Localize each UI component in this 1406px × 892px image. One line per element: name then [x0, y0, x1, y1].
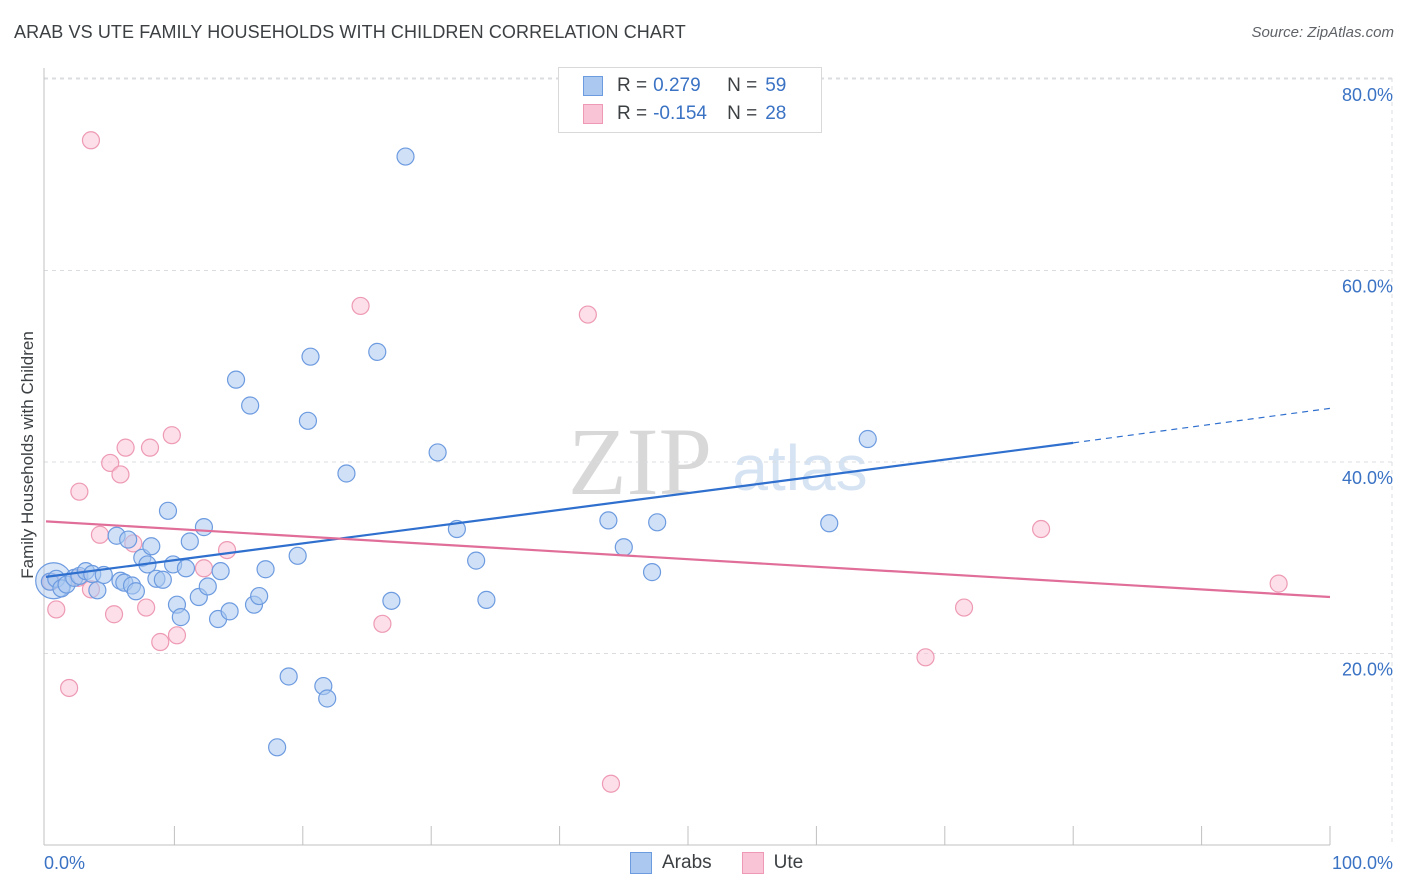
ute-point — [1033, 521, 1050, 538]
legend-item-arabs[interactable]: Arabs — [630, 852, 712, 874]
arab-point — [257, 561, 274, 578]
arab-point — [159, 502, 176, 519]
ute-point — [61, 679, 78, 696]
arabs-trend-line — [46, 443, 1073, 577]
legend-n-value-arabs: 59 — [765, 75, 786, 97]
arab-point — [397, 148, 414, 165]
ute-trend-line — [46, 521, 1330, 597]
ute-point — [138, 599, 155, 616]
ute-point — [152, 634, 169, 651]
ute-point — [219, 542, 236, 559]
arab-point — [280, 668, 297, 685]
ute-point — [82, 132, 99, 149]
legend-label-arabs: Arabs — [662, 852, 712, 874]
arab-point — [644, 564, 661, 581]
arab-point — [821, 515, 838, 532]
legend-r-label: R = — [617, 75, 647, 97]
legend-r-value-arabs: 0.279 — [653, 75, 727, 97]
arab-point — [181, 533, 198, 550]
arab-point — [859, 431, 876, 448]
arab-point — [195, 519, 212, 536]
arab-point — [221, 603, 238, 620]
legend-row-ute: R = -0.154 N = 28 — [583, 100, 786, 128]
legend-n-value-ute: 28 — [765, 103, 786, 125]
arab-point — [289, 547, 306, 564]
arab-point — [172, 609, 189, 626]
watermark-atlas: atlas — [732, 432, 867, 504]
y-axis-label: Family Households with Children — [18, 331, 38, 579]
x-tick-label-min: 0.0% — [44, 853, 85, 873]
legend-n-label: N = — [727, 75, 757, 97]
grid-lines — [44, 78, 1392, 845]
legend-row-arabs: R = 0.279 N = 59 — [583, 72, 786, 100]
legend-swatch-ute — [742, 852, 764, 874]
arab-point — [478, 591, 495, 608]
legend-r-value-ute: -0.154 — [653, 103, 727, 125]
legend-swatch-arabs — [630, 852, 652, 874]
arab-point — [251, 588, 268, 605]
arab-point — [302, 348, 319, 365]
arab-point — [615, 539, 632, 556]
arab-point — [600, 512, 617, 529]
ute-point — [168, 627, 185, 644]
arab-point — [199, 578, 216, 595]
arab-point — [89, 582, 106, 599]
ute-point — [352, 297, 369, 314]
ute-point — [163, 427, 180, 444]
correlation-legend: R = 0.279 N = 59 R = -0.154 N = 28 — [558, 67, 822, 133]
arab-point — [383, 592, 400, 609]
ute-point — [374, 615, 391, 632]
ute-point — [602, 775, 619, 792]
legend-item-ute[interactable]: Ute — [742, 852, 804, 874]
ute-point — [1270, 575, 1287, 592]
legend-r-label: R = — [617, 103, 647, 125]
arab-point — [212, 563, 229, 580]
y-tick-label: 80.0% — [1342, 85, 1393, 105]
y-tick-label: 20.0% — [1342, 660, 1393, 680]
arab-point — [177, 560, 194, 577]
legend-label-ute: Ute — [774, 852, 804, 874]
arab-point — [468, 552, 485, 569]
arab-point — [143, 538, 160, 555]
tick-labels: 20.0% 40.0% 60.0% 80.0% 0.0% 100.0% — [44, 85, 1393, 873]
arab-point — [269, 739, 286, 756]
ute-point — [106, 606, 123, 623]
arab-point — [338, 465, 355, 482]
ute-point — [579, 306, 596, 323]
y-tick-label: 40.0% — [1342, 468, 1393, 488]
legend-n-label: N = — [727, 103, 757, 125]
legend-swatch-ute — [583, 104, 603, 124]
legend-swatch-arabs — [583, 76, 603, 96]
arab-point — [429, 444, 446, 461]
arab-point — [369, 343, 386, 360]
ute-point — [917, 649, 934, 666]
arab-point — [120, 531, 137, 548]
ute-point — [956, 599, 973, 616]
y-tick-label: 60.0% — [1342, 277, 1393, 297]
arab-point — [154, 571, 171, 588]
ute-point — [91, 526, 108, 543]
ute-point — [195, 560, 212, 577]
ute-point — [142, 439, 159, 456]
arab-point — [319, 690, 336, 707]
ute-point — [48, 601, 65, 618]
arab-point — [299, 412, 316, 429]
ute-point — [71, 483, 88, 500]
series-legend: Arabs Ute — [630, 852, 833, 874]
arab-point — [242, 397, 259, 414]
arabs-trend-extension — [1073, 408, 1330, 442]
ute-point — [112, 466, 129, 483]
scatter-chart: ZIP atlas 20.0%40.0%60.0%80.0%0.0% 100.0% — [0, 0, 1406, 892]
arab-point — [649, 514, 666, 531]
arab-point — [127, 583, 144, 600]
x-tick-label-max: 100.0% — [1332, 853, 1393, 873]
arab-point — [228, 371, 245, 388]
ute-point — [117, 439, 134, 456]
